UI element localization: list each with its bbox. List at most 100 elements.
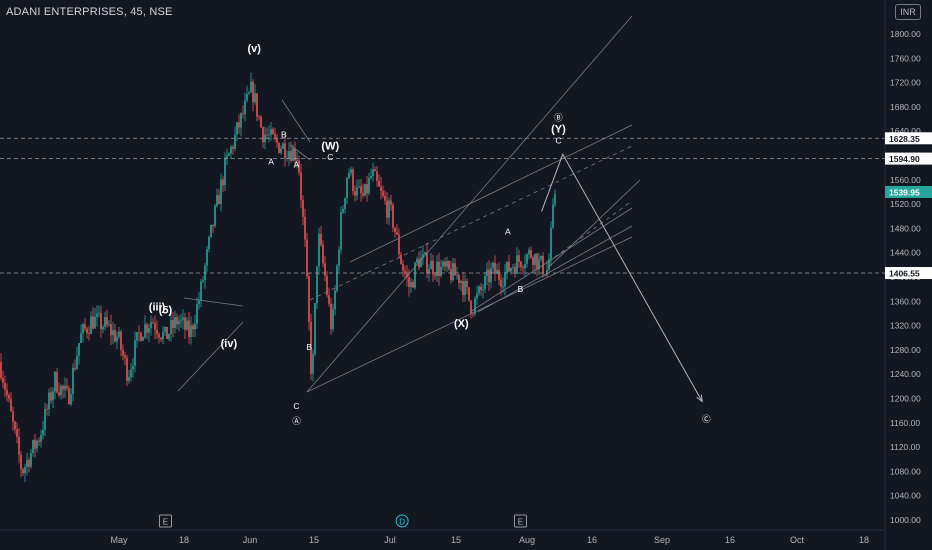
candle-body xyxy=(520,261,522,268)
candle-body xyxy=(196,304,198,324)
candle-body xyxy=(352,169,354,192)
wave-label: C xyxy=(327,152,333,162)
candle-body xyxy=(422,254,424,258)
candle-body xyxy=(4,382,6,391)
candle-body xyxy=(82,324,84,334)
candle-body xyxy=(104,317,106,327)
candle-body xyxy=(482,289,484,291)
candle-body xyxy=(278,142,280,153)
candle-body xyxy=(432,260,434,275)
candle-body xyxy=(480,286,482,290)
candle-body xyxy=(384,195,386,201)
candle-body xyxy=(440,266,442,277)
candle-body xyxy=(498,269,500,280)
candle-body xyxy=(438,261,440,277)
candle-body xyxy=(452,263,454,281)
candle-body xyxy=(220,179,222,205)
candle-body xyxy=(54,372,56,392)
event-marker xyxy=(395,514,409,528)
trendline xyxy=(281,99,311,143)
candle-body xyxy=(70,394,72,405)
x-tick-label: 18 xyxy=(179,535,189,545)
candle-body xyxy=(40,434,42,442)
candle-body xyxy=(198,300,200,305)
candle-body xyxy=(262,127,264,143)
candle-body xyxy=(168,334,170,340)
x-tick-label: 16 xyxy=(725,535,735,545)
currency-badge[interactable]: INR xyxy=(895,4,921,20)
candle-body xyxy=(484,275,486,290)
candle-body xyxy=(24,466,26,474)
candle-body xyxy=(18,436,20,455)
candle-body xyxy=(472,313,474,315)
candle-body xyxy=(180,319,182,321)
candle-body xyxy=(464,281,466,296)
candle-body xyxy=(248,92,250,94)
candle-body xyxy=(246,93,248,101)
wave-label: (5) xyxy=(159,304,173,316)
candle-body xyxy=(462,280,464,296)
candle-body xyxy=(314,303,316,355)
candle-body xyxy=(42,429,44,435)
candle-body xyxy=(252,81,254,103)
y-tick-label: 1320.00 xyxy=(890,321,921,331)
candle-body xyxy=(96,313,98,317)
candle-body xyxy=(44,408,46,430)
candle-body xyxy=(66,385,68,389)
candle-body xyxy=(396,232,398,235)
candle-body xyxy=(512,267,514,268)
candle-body xyxy=(488,269,490,283)
candle-body xyxy=(76,355,78,369)
candle-body xyxy=(60,385,62,396)
candle-body xyxy=(116,336,118,342)
candle-body xyxy=(112,330,114,336)
candle-body xyxy=(394,227,396,233)
wave-label: B xyxy=(518,284,524,294)
candle-body xyxy=(50,392,52,401)
candle-body xyxy=(162,331,164,340)
candle-body xyxy=(74,367,76,369)
y-tick-label: 1160.00 xyxy=(890,418,920,428)
candle-body xyxy=(468,287,470,301)
wave-label: A xyxy=(294,160,300,170)
trendline xyxy=(289,144,311,161)
candle-body xyxy=(494,262,496,275)
x-tick-label: Oct xyxy=(790,535,805,545)
candle-body xyxy=(518,255,520,262)
candle-body xyxy=(52,391,54,401)
candle-body xyxy=(10,398,12,412)
trendline xyxy=(477,225,633,313)
candle-body xyxy=(218,195,220,205)
candle-body xyxy=(528,250,530,255)
candle-body xyxy=(362,193,364,196)
candle-body xyxy=(148,328,150,333)
candle-body xyxy=(436,261,438,276)
candle-body xyxy=(208,236,210,250)
symbol-title[interactable]: ADANI ENTERPRISES, 45, NSE xyxy=(6,6,173,18)
candle-body xyxy=(428,269,430,274)
candle-body xyxy=(550,227,552,260)
price-level-label: 1406.55 xyxy=(889,269,920,279)
candle-body xyxy=(214,205,216,226)
candle-body xyxy=(234,134,236,149)
candle-body xyxy=(62,385,64,390)
candle-body xyxy=(354,191,356,196)
candle-body xyxy=(178,320,180,325)
candle-body xyxy=(502,286,504,288)
candle-body xyxy=(124,355,126,358)
candle-body xyxy=(334,290,336,310)
candle-body xyxy=(406,273,408,278)
candle-body xyxy=(540,255,542,260)
candle-body xyxy=(230,146,232,154)
candle-body xyxy=(110,324,112,336)
candle-body xyxy=(150,322,152,329)
candle-body xyxy=(2,377,4,383)
wave-label: (iii) xyxy=(149,301,166,313)
candle-body xyxy=(146,324,148,333)
candle-body xyxy=(460,280,462,283)
candle-body xyxy=(536,253,538,270)
candle-body xyxy=(172,320,174,328)
candle-body xyxy=(258,116,260,118)
candle-body xyxy=(388,200,390,218)
